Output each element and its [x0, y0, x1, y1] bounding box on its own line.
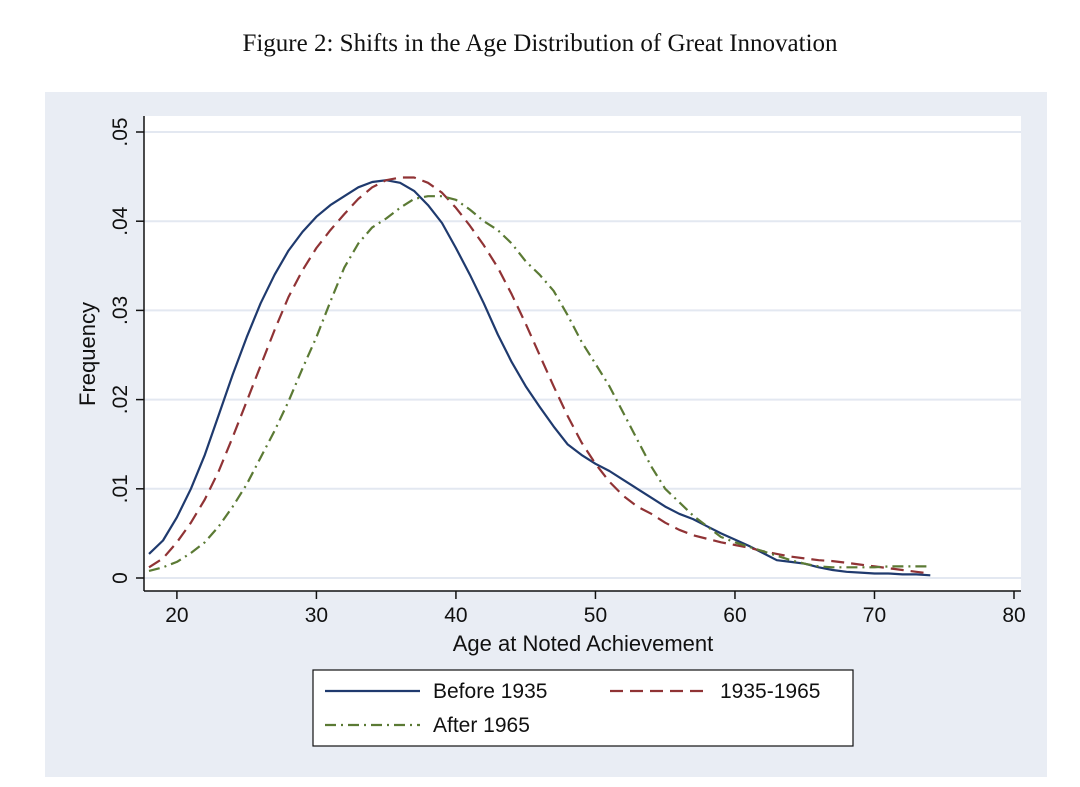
line-chart: 20 30 40 50 60 70 80 0 .01 .02 .03 .04 .05 Age at N… — [75, 116, 1026, 747]
figure-title: Figure 2: Shifts in the Age Distribution… — [242, 30, 838, 57]
x-axis-ticks: 20 30 40 50 60 70 80 — [165, 591, 1026, 627]
legend-label-before-1935: Before 1935 — [433, 680, 547, 703]
y-axis-title: Frequency — [75, 302, 100, 406]
y-tick-label-4: .04 — [109, 206, 132, 236]
y-axis-ticks: 0 .01 .02 .03 .04 .05 — [109, 117, 144, 584]
x-tick-label-6: 80 — [1002, 604, 1025, 627]
legend-label-1935-1965: 1935-1965 — [720, 680, 820, 703]
y-tick-label-3: .03 — [109, 296, 132, 325]
x-tick-label-1: 30 — [305, 604, 328, 627]
x-tick-label-0: 20 — [165, 604, 188, 627]
x-tick-label-5: 70 — [863, 604, 886, 627]
y-tick-label-2: .02 — [109, 385, 132, 414]
legend: Before 1935 1935-1965 After 1965 — [312, 669, 854, 747]
series-line-after-1965 — [148, 195, 931, 572]
y-tick-label-1: .01 — [109, 474, 132, 503]
series-line-before-1935 — [148, 179, 931, 577]
chart-panel: 20 30 40 50 60 70 80 0 .01 .02 .03 .04 .05 Age at N… — [45, 92, 1047, 777]
legend-box — [312, 669, 854, 747]
x-axis-title: Age at Noted Achievement — [453, 631, 714, 656]
x-tick-label-4: 60 — [723, 604, 746, 627]
series-lines — [148, 176, 931, 577]
plot-area — [144, 116, 1021, 591]
x-tick-label-2: 40 — [444, 604, 467, 627]
series-line-1935-1965 — [148, 176, 931, 575]
y-tick-label-0: 0 — [109, 572, 132, 584]
x-tick-label-3: 50 — [584, 604, 607, 627]
legend-label-after-1965: After 1965 — [433, 714, 530, 737]
y-tick-label-5: .05 — [109, 117, 132, 146]
